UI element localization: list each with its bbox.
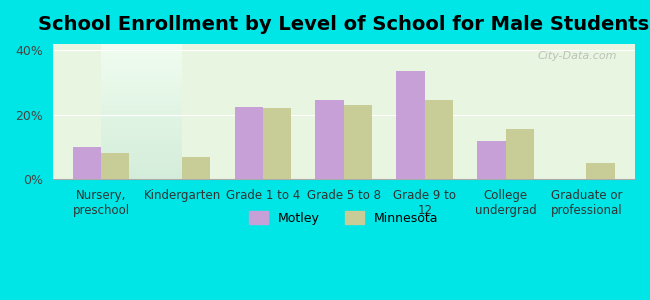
Bar <box>477 141 506 179</box>
Bar <box>101 154 129 179</box>
Bar <box>344 105 372 179</box>
Title: School Enrollment by Level of School for Male Students: School Enrollment by Level of School for… <box>38 15 649 34</box>
Bar <box>396 71 424 179</box>
Legend: Motley, Minnesota: Motley, Minnesota <box>244 206 443 230</box>
Bar <box>315 100 344 179</box>
Bar <box>235 107 263 179</box>
Text: City-Data.com: City-Data.com <box>538 51 617 61</box>
Bar <box>73 147 101 179</box>
Bar <box>506 129 534 179</box>
Bar <box>424 100 453 179</box>
Bar <box>182 157 211 179</box>
Bar <box>586 163 615 179</box>
Bar <box>263 108 291 179</box>
